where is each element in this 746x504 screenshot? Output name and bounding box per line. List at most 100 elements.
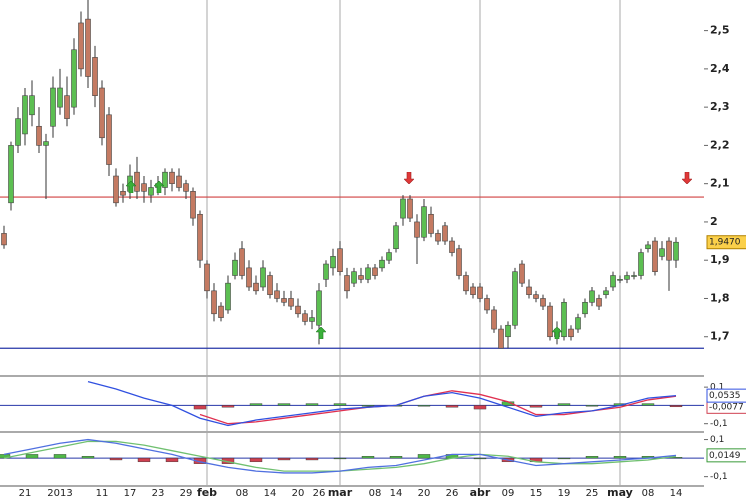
candle-body [239,248,245,276]
y-tick-label: 1,9 [710,253,730,266]
candle-body [8,145,14,204]
value-label-box [706,235,746,250]
x-tick-label: 08 [236,488,249,499]
candle-body [134,171,140,192]
candle-body [92,57,98,96]
candle-body [120,191,126,196]
candle-body [232,259,238,276]
candle-body [253,282,259,292]
x-tick-label: 14 [670,488,683,499]
histogram-bar [641,403,655,406]
histogram-bar [557,457,571,460]
candle-body [638,252,644,276]
candle-body [547,305,553,338]
candle-body [428,213,434,234]
candle-body [407,198,413,219]
x-tick-label: 14 [390,488,403,499]
candle-body [442,225,448,242]
candle-body [470,286,476,295]
y-tick-label: 0,1 [710,383,724,393]
histogram-bar [417,405,431,407]
y-tick-label: 2,3 [710,100,730,113]
candle-body [631,275,637,277]
candle-body [309,317,315,322]
candle-body [414,221,420,238]
candle-body [568,328,574,338]
candle-body [169,171,175,184]
x-tick-label: 20 [292,488,305,499]
candle-body [15,118,21,146]
candle-body [36,125,42,146]
candle-body [211,290,217,315]
histogram-bar [473,405,487,410]
x-tick-label: 26 [313,488,326,499]
x-tick-label: 20 [418,488,431,499]
candle-body [484,298,490,311]
histogram-bar [305,403,319,406]
candle-body [582,301,588,315]
histogram-bar [277,457,291,461]
x-tick-label: 14 [264,488,277,499]
candle-body [533,294,539,299]
candle-body [512,271,518,326]
candle-body [22,95,28,135]
x-tick-label: 08 [369,488,382,499]
candle-body [463,275,469,292]
histogram-bar [333,457,347,460]
value-label-box [706,388,746,403]
x-tick-label: 17 [124,488,137,499]
value-label: -0,0077 [709,402,744,412]
candle-body [288,298,294,307]
value-label: 0,0535 [709,391,741,401]
candle-body [477,286,483,299]
candle-body [596,298,602,307]
histogram-bar [473,457,487,460]
y-tick-label: 2,5 [710,24,730,37]
candle-body [617,279,623,281]
value-label: 0,0149 [709,451,741,461]
histogram-bar [333,403,347,406]
labels: 21 2013 11 17 23 29 feb 08 14 20 26 mar 08 14 20 26 abr 0… [19,24,746,499]
y-tick-label: 1,8 [710,291,730,304]
candle-body [575,317,581,330]
x-tick-label: 08 [642,488,655,499]
candle-body [645,244,651,250]
candle-body [337,248,343,272]
value-label: 1,9470 [709,238,741,248]
x-tick-label: feb [197,486,217,499]
candle-body [295,305,301,315]
candle-body [330,256,336,269]
histogram-bar [417,454,431,459]
candle-body [316,290,322,326]
candle-body [225,282,231,311]
histogram-bar [305,457,319,461]
candle-body [106,114,112,165]
candle-body [561,301,567,338]
x-tick-label: 09 [502,488,515,499]
candle-body [1,233,7,246]
x-tick-label: 11 [96,488,109,499]
histogram-bar [249,457,263,463]
candle-body [372,267,378,276]
candle-body [43,141,49,146]
candle-body [519,263,525,284]
histogram-bar [669,405,683,408]
x-tick-label: 19 [558,488,571,499]
candle-body [197,213,203,261]
candle-body [64,95,70,119]
x-tick-label: 25 [586,488,599,499]
candle-body [78,22,84,70]
y-tick-label: 2 [710,215,718,228]
candle-body [435,233,441,242]
candle-body [204,263,210,292]
x-tick-label: abr [470,486,491,499]
x-tick-label: mar [328,486,353,499]
y-tick-label: 2,1 [710,177,730,190]
histogram-bar [249,403,263,406]
candle-body [274,290,280,299]
candle-body [344,275,350,292]
histogram-bar [613,456,627,459]
candle-body [498,328,504,349]
